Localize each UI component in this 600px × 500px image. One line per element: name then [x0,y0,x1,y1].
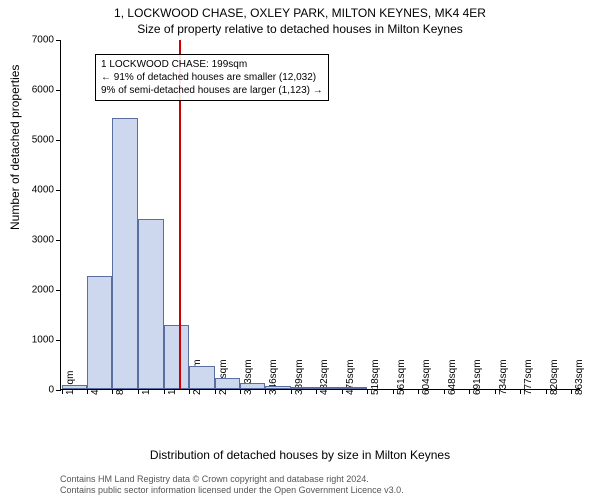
histogram-bar [87,276,112,389]
histogram-bar [164,325,189,390]
ytick-mark [56,340,61,341]
y-axis-label: Number of detached properties [8,65,22,230]
histogram-bar [316,387,341,389]
ytick-label: 7000 [32,35,54,46]
chart-title-1: 1, LOCKWOOD CHASE, OXLEY PARK, MILTON KE… [0,6,600,20]
xtick-mark [571,389,572,394]
ytick-mark [56,290,61,291]
xtick-mark [469,389,470,394]
xtick-mark [520,389,521,394]
xtick-mark [546,389,547,394]
xtick-mark [265,389,266,394]
annotation-line: 9% of semi-detached houses are larger (1… [101,84,323,97]
plot-area: 010002000300040005000600070001sqm44sqm87… [60,40,580,390]
histogram-bar [62,385,87,389]
xtick-label: 648sqm [447,359,458,395]
xtick-mark [418,389,419,394]
xtick-label: 1sqm [65,371,76,395]
ytick-mark [56,140,61,141]
annotation-box: 1 LOCKWOOD CHASE: 199sqm← 91% of detache… [95,54,329,101]
footer-line-1: Contains HM Land Registry data © Crown c… [60,474,404,485]
ytick-mark [56,190,61,191]
xtick-mark [215,389,216,394]
ytick-label: 5000 [32,135,54,146]
xtick-label: 820sqm [549,359,560,395]
ytick-label: 6000 [32,85,54,96]
ytick-label: 0 [48,385,54,396]
ytick-mark [56,90,61,91]
histogram-bar [138,219,163,389]
xtick-mark [342,389,343,394]
xtick-label: 303sqm [243,359,254,395]
ytick-mark [56,390,61,391]
histogram-bar [265,386,290,390]
x-axis-label: Distribution of detached houses by size … [0,448,600,462]
xtick-label: 863sqm [574,359,585,395]
xtick-mark [112,389,113,394]
ytick-label: 2000 [32,285,54,296]
xtick-label: 561sqm [396,359,407,395]
annotation-line: ← 91% of detached houses are smaller (12… [101,71,323,84]
xtick-label: 518sqm [370,359,381,395]
ytick-label: 1000 [32,335,54,346]
xtick-mark [495,389,496,394]
xtick-mark [138,389,139,394]
xtick-mark [393,389,394,394]
xtick-mark [240,389,241,394]
chart-title-2: Size of property relative to detached ho… [0,22,600,36]
xtick-label: 691sqm [472,359,483,395]
xtick-mark [87,389,88,394]
histogram-bar [112,118,138,389]
histogram-bar [189,366,214,390]
xtick-mark [367,389,368,394]
xtick-label: 475sqm [345,359,356,395]
xtick-mark [189,389,190,394]
xtick-mark [164,389,165,394]
xtick-label: 604sqm [421,359,432,395]
xtick-mark [62,389,63,394]
histogram-bar [240,383,265,389]
xtick-mark [291,389,292,394]
xtick-label: 432sqm [319,359,330,395]
xtick-label: 777sqm [523,359,534,395]
xtick-label: 346sqm [268,359,279,395]
xtick-label: 389sqm [294,359,305,395]
histogram-bar [215,378,240,390]
xtick-label: 734sqm [498,359,509,395]
histogram-bar [291,387,316,389]
ytick-label: 4000 [32,185,54,196]
ytick-mark [56,40,61,41]
histogram-bar [342,387,367,389]
footer-line-2: Contains public sector information licen… [60,485,404,496]
ytick-label: 3000 [32,235,54,246]
xtick-mark [316,389,317,394]
xtick-mark [444,389,445,394]
annotation-line: 1 LOCKWOOD CHASE: 199sqm [101,58,323,71]
ytick-mark [56,240,61,241]
footer-text: Contains HM Land Registry data © Crown c… [60,474,404,496]
